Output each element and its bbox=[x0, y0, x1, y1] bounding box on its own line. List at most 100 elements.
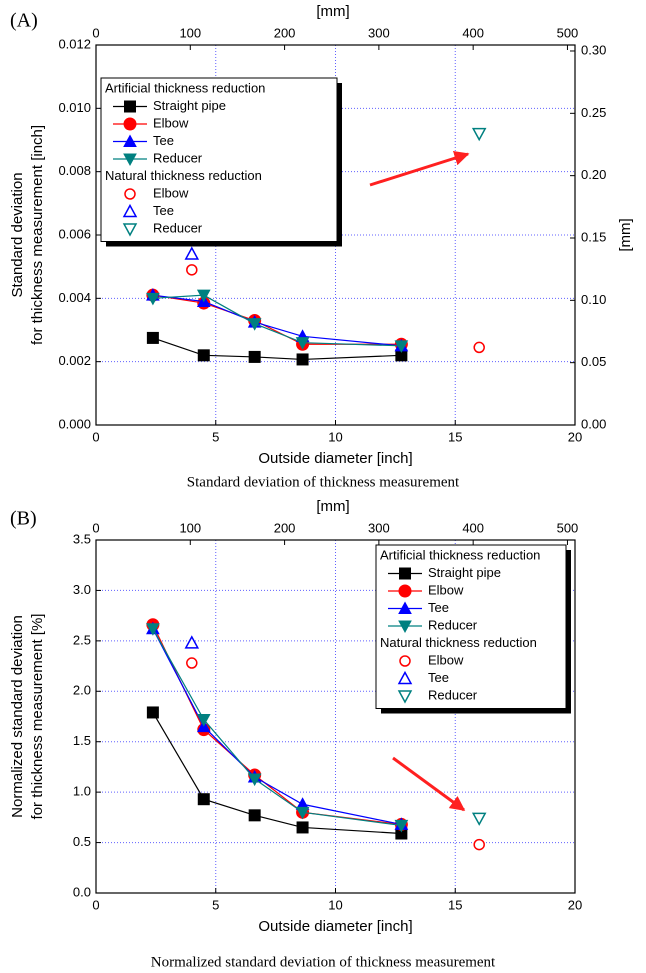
series-line bbox=[152, 294, 402, 347]
marker bbox=[394, 819, 409, 833]
marker bbox=[146, 623, 160, 636]
legend-label: Reducer bbox=[153, 220, 203, 235]
x2-tick-label: 0 bbox=[92, 520, 99, 535]
y-tick-label: 1.5 bbox=[73, 733, 91, 748]
x-tick-label: 15 bbox=[448, 897, 462, 912]
marker bbox=[296, 353, 309, 366]
y-tick-label: 3.0 bbox=[73, 582, 91, 597]
x-tick-label: 0 bbox=[92, 429, 99, 444]
x-tick-label: 10 bbox=[328, 897, 342, 912]
x2-tick-label: 200 bbox=[274, 520, 296, 535]
x2-tick-label: 400 bbox=[462, 520, 484, 535]
legend-marker bbox=[122, 203, 138, 218]
x-tick-label: 10 bbox=[328, 429, 342, 444]
legend-marker bbox=[123, 153, 137, 167]
x2-tick-label: 300 bbox=[368, 25, 390, 40]
y-axis-title: for thickness measurement [%] bbox=[29, 614, 46, 820]
legend-label: Tee bbox=[428, 670, 449, 685]
legend-label: Tee bbox=[428, 600, 449, 615]
y2-tick-label: 0.00 bbox=[581, 416, 606, 431]
x-axis-title: Outside diameter [inch] bbox=[258, 918, 412, 935]
panel-label: (B) bbox=[10, 508, 37, 530]
legend-label: Elbow bbox=[428, 652, 464, 667]
legend-box bbox=[100, 77, 338, 242]
y-axis-title: Normalized standard deviation bbox=[9, 615, 26, 818]
marker bbox=[247, 318, 262, 331]
x2-axis-title: [mm] bbox=[316, 3, 349, 20]
legend-label: Elbow bbox=[153, 115, 189, 130]
legend-group-title: Artificial thickness reduction bbox=[380, 547, 540, 562]
marker bbox=[196, 714, 211, 727]
legend-marker bbox=[398, 620, 412, 634]
x-axis-title: Outside diameter [inch] bbox=[258, 450, 412, 467]
marker bbox=[146, 706, 159, 719]
x2-tick-label: 500 bbox=[557, 520, 579, 535]
x-tick-label: 15 bbox=[448, 429, 462, 444]
marker bbox=[394, 340, 409, 353]
y-tick-label: 2.0 bbox=[73, 683, 91, 698]
x-tick-label: 5 bbox=[212, 897, 219, 912]
marker bbox=[184, 635, 200, 649]
marker bbox=[197, 793, 210, 806]
y-tick-label: 2.5 bbox=[73, 632, 91, 647]
x-tick-label: 20 bbox=[568, 429, 582, 444]
legend-group-title: Natural thickness reduction bbox=[380, 635, 537, 650]
y-tick-label: 0.0 bbox=[73, 884, 91, 899]
marker bbox=[197, 349, 210, 362]
legend-label: Tee bbox=[153, 203, 174, 218]
legend-marker bbox=[122, 223, 138, 237]
y2-tick-label: 0.30 bbox=[581, 42, 606, 57]
x-tick-label: 20 bbox=[568, 897, 582, 912]
legend-marker bbox=[397, 690, 413, 704]
legend-label: Tee bbox=[153, 133, 174, 148]
x2-tick-label: 200 bbox=[274, 25, 296, 40]
legend-label: Straight pipe bbox=[153, 98, 226, 113]
y2-tick-label: 0.10 bbox=[581, 292, 606, 307]
y-tick-label: 0.004 bbox=[58, 290, 91, 305]
y-tick-label: 0.008 bbox=[58, 163, 91, 178]
panel-label: (A) bbox=[10, 10, 38, 32]
y2-tick-label: 0.15 bbox=[581, 229, 606, 244]
y2-tick-label: 0.20 bbox=[581, 167, 606, 182]
y-tick-label: 0.012 bbox=[58, 36, 91, 51]
marker bbox=[473, 838, 485, 851]
x2-tick-label: 0 bbox=[92, 25, 99, 40]
annotation-arrow bbox=[369, 150, 470, 187]
annotation-arrow bbox=[392, 756, 466, 812]
legend-group-title: Artificial thickness reduction bbox=[105, 80, 265, 95]
marker bbox=[296, 821, 309, 834]
y-tick-label: 0.006 bbox=[58, 226, 91, 241]
y-axis-title: Standard deviation bbox=[9, 172, 26, 297]
caption: Standard deviation of thickness measurem… bbox=[187, 474, 460, 490]
marker bbox=[186, 657, 198, 669]
marker bbox=[248, 350, 261, 363]
marker bbox=[471, 127, 487, 142]
series-line bbox=[152, 294, 402, 345]
legend-label: Straight pipe bbox=[428, 565, 501, 580]
legend-marker bbox=[124, 100, 136, 113]
legend-marker bbox=[123, 134, 137, 147]
y-tick-label: 0.002 bbox=[58, 353, 91, 368]
legend-marker bbox=[399, 567, 411, 580]
marker bbox=[184, 246, 200, 260]
y-tick-label: 0.5 bbox=[73, 834, 91, 849]
series-line bbox=[152, 294, 402, 347]
marker bbox=[146, 331, 159, 344]
marker bbox=[473, 341, 485, 354]
legend-marker bbox=[399, 655, 411, 667]
plot-frame bbox=[95, 44, 576, 426]
legend-label: Reducer bbox=[428, 617, 478, 632]
legend-group-title: Natural thickness reduction bbox=[105, 168, 262, 183]
marker bbox=[471, 812, 487, 826]
y-tick-label: 1.0 bbox=[73, 784, 91, 799]
legend-marker bbox=[124, 188, 136, 200]
marker bbox=[295, 337, 310, 350]
legend-label: Reducer bbox=[153, 150, 203, 165]
y-tick-label: 0.000 bbox=[58, 416, 91, 431]
marker bbox=[248, 809, 261, 822]
marker bbox=[196, 289, 211, 303]
x-tick-label: 5 bbox=[212, 429, 219, 444]
y2-tick-label: 0.05 bbox=[581, 354, 606, 369]
